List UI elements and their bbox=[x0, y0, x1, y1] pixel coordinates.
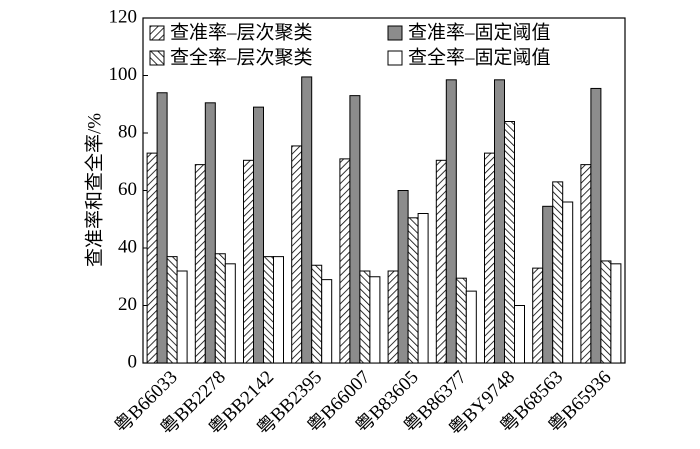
bar bbox=[146, 152, 158, 364]
bar bbox=[600, 260, 612, 364]
bar bbox=[224, 263, 236, 364]
bar bbox=[397, 190, 409, 364]
bar bbox=[273, 256, 284, 364]
bar bbox=[339, 158, 351, 364]
legend-label: 查准率–固定阈值 bbox=[408, 21, 551, 43]
bar bbox=[465, 290, 477, 364]
legend-label: 查全率–固定阈值 bbox=[408, 46, 551, 68]
bar bbox=[253, 106, 264, 364]
legend-swatch bbox=[387, 25, 403, 41]
bar bbox=[542, 205, 554, 364]
bar bbox=[321, 279, 333, 364]
legend-label: 查准率–层次聚类 bbox=[170, 21, 313, 43]
y-axis-label: 查准率和查全率/% bbox=[83, 113, 105, 267]
bar bbox=[166, 256, 178, 364]
bar bbox=[263, 256, 274, 364]
bar bbox=[407, 217, 419, 364]
bar bbox=[369, 276, 381, 364]
bar bbox=[435, 159, 447, 364]
bar bbox=[504, 121, 515, 364]
legend-swatch bbox=[149, 50, 165, 66]
bar bbox=[301, 76, 313, 364]
bar bbox=[590, 87, 602, 364]
bar bbox=[243, 159, 254, 364]
legend-swatch bbox=[149, 25, 165, 41]
bar bbox=[532, 267, 544, 364]
y-tick-label: 120 bbox=[109, 6, 138, 27]
bar bbox=[156, 92, 168, 364]
bar bbox=[610, 263, 622, 364]
bar bbox=[562, 201, 574, 364]
bar bbox=[387, 270, 399, 364]
bar bbox=[291, 145, 303, 364]
bar bbox=[445, 79, 457, 364]
bar bbox=[359, 270, 371, 364]
bar bbox=[417, 213, 429, 364]
bar bbox=[204, 102, 216, 364]
bar bbox=[194, 164, 206, 364]
bar bbox=[214, 253, 226, 364]
bar bbox=[580, 164, 592, 364]
bar bbox=[455, 277, 467, 364]
y-tick-label: 60 bbox=[118, 179, 137, 200]
y-tick-label: 20 bbox=[118, 294, 137, 315]
bar bbox=[494, 79, 505, 364]
bar bbox=[311, 264, 323, 364]
y-tick-label: 40 bbox=[118, 236, 137, 257]
bar bbox=[484, 152, 495, 364]
bar bbox=[552, 181, 564, 364]
y-tick-label: 0 bbox=[128, 351, 138, 372]
bar bbox=[514, 305, 525, 364]
bar bbox=[349, 95, 361, 364]
y-tick-label: 100 bbox=[109, 64, 138, 85]
y-tick-label: 80 bbox=[118, 121, 137, 142]
bar bbox=[176, 270, 188, 364]
legend-swatch bbox=[387, 50, 403, 66]
legend-label: 查全率–层次聚类 bbox=[170, 46, 313, 68]
